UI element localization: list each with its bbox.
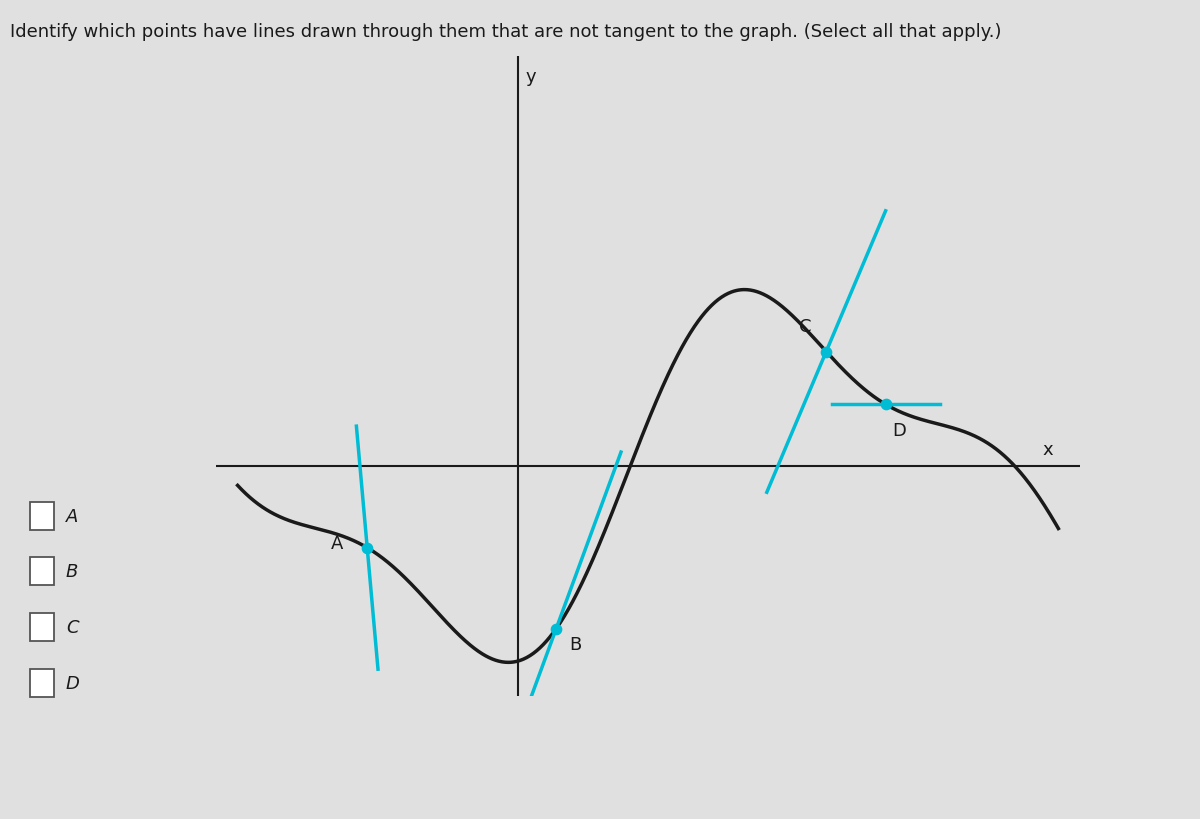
Text: B: B [569,636,582,654]
Text: Identify which points have lines drawn through them that are not tangent to the : Identify which points have lines drawn t… [10,23,1001,41]
Text: C: C [66,618,79,636]
Text: A: A [331,534,343,552]
Text: x: x [1043,441,1052,459]
Text: C: C [798,318,811,336]
Text: B: B [66,563,78,581]
Text: D: D [66,674,80,692]
Text: D: D [892,422,906,439]
Text: A: A [66,507,78,525]
Text: y: y [526,67,536,85]
Point [817,346,836,359]
Point [876,398,895,411]
Point [358,541,377,554]
Point [546,622,566,636]
